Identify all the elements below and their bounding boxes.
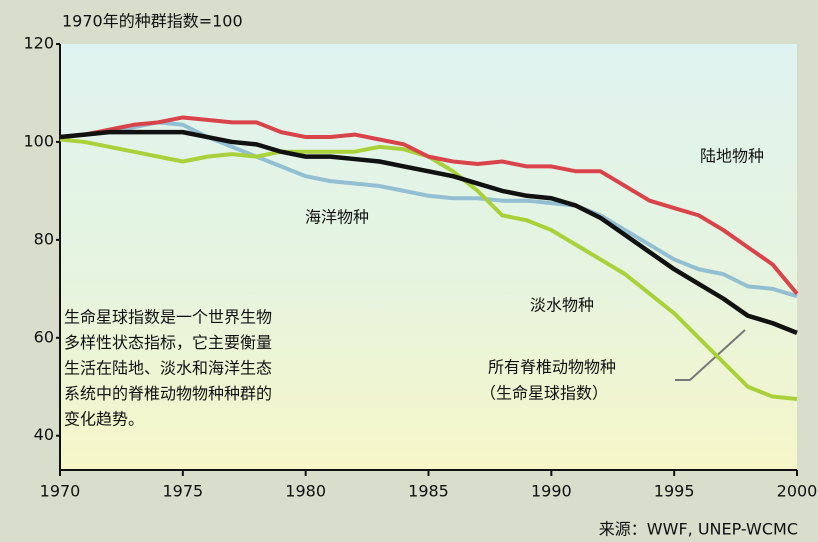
series-line [59,129,798,335]
series-label: 所有脊椎动物物种 [488,358,616,377]
series-label: 淡水物种 [530,296,594,315]
y-tick-label: 40 [34,425,54,444]
y-tick-label: 60 [34,327,54,346]
series-label: 陆地物种 [700,147,764,166]
x-tick-label: 1975 [162,482,203,501]
plot-area [60,44,797,470]
note-line: 生命星球指数是一个世界生物 [64,308,272,327]
x-tick-label: 1970 [40,482,81,501]
series-line [59,120,798,299]
y-tick-label: 100 [23,131,54,150]
chart-title: 1970年的种群指数=100 [62,12,243,31]
series-label: （生命星球指数） [480,384,608,403]
source: 来源：WWF, UNEP-WCMC [599,520,798,539]
note-line: 系统中的脊椎动物物种种群的 [64,384,272,403]
x-tick-label: 1995 [654,482,695,501]
note-line: 生活在陆地、淡水和海洋生态 [64,359,272,378]
x-tick-label: 1990 [531,482,572,501]
x-tick-label: 1980 [285,482,326,501]
leader-line [675,329,746,381]
y-tick-label: 120 [23,34,54,53]
note-line: 多样性状态指标，它主要衡量 [64,333,272,352]
series-line [59,115,799,296]
y-tick-label: 80 [34,229,54,248]
note-line: 变化趋势。 [64,410,144,429]
series-label: 海洋物种 [305,208,369,227]
x-tick-label: 2000 [777,482,818,501]
x-tick-label: 1985 [408,482,449,501]
